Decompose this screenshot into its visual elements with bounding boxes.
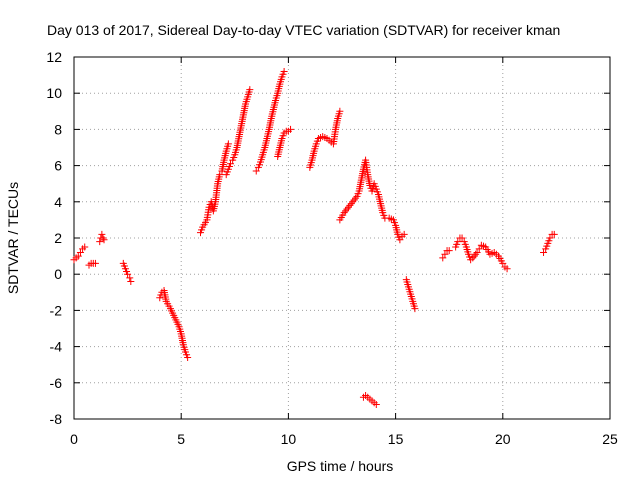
data-point: [439, 254, 447, 262]
data-point: [216, 171, 224, 179]
data-point: [550, 230, 558, 238]
y-tick-label: 12: [46, 49, 62, 65]
series-seg05: [156, 286, 192, 361]
y-tick-label: 2: [54, 230, 62, 246]
data-point: [224, 140, 232, 148]
series-seg10: [306, 107, 344, 171]
y-tick-label: -6: [50, 375, 63, 391]
y-tick-label: -4: [50, 339, 63, 355]
data-point: [372, 401, 380, 409]
data-point: [503, 265, 511, 273]
gridlines: [74, 57, 610, 419]
data-point: [127, 277, 135, 285]
y-tick-label: 0: [54, 266, 62, 282]
data-point: [287, 125, 295, 133]
series-seg16: [540, 230, 558, 256]
data-point: [99, 234, 107, 242]
y-axis-label: SDTVAR / TECUs: [5, 182, 21, 294]
series-seg12: [359, 391, 380, 409]
x-axis-label: GPS time / hours: [287, 458, 394, 474]
chart-title: Day 013 of 2017, Sidereal Day-to-day VTE…: [47, 22, 560, 38]
data-point: [76, 248, 84, 256]
data-point: [246, 86, 254, 94]
data-point: [340, 209, 348, 217]
data-point-fill: [347, 200, 355, 208]
series-seg11: [336, 156, 408, 244]
data-point: [400, 230, 408, 238]
data-point: [441, 250, 449, 258]
axis-ticks: [73, 56, 611, 420]
data-point: [100, 236, 108, 244]
data-point: [96, 238, 104, 246]
x-tick-label: 10: [281, 431, 297, 447]
y-tick-label: 10: [46, 85, 62, 101]
y-tick-label: 8: [54, 121, 62, 137]
data-point: [540, 248, 548, 256]
data-point: [336, 107, 344, 115]
series-seg07: [222, 86, 254, 179]
data-point-fill: [343, 205, 351, 213]
series-seg15: [452, 234, 511, 273]
y-tick-label: 4: [54, 194, 62, 210]
series-seg13: [402, 276, 419, 313]
data-point: [98, 230, 106, 238]
data-point: [252, 167, 260, 175]
series-seg14: [439, 247, 453, 262]
data-point: [454, 238, 462, 246]
data-point: [349, 198, 357, 206]
data-point: [344, 203, 352, 211]
data-point: [458, 234, 466, 242]
data-point: [475, 245, 483, 253]
series-seg01: [70, 243, 89, 264]
data-point: [396, 236, 404, 244]
x-tick-label: 0: [70, 431, 78, 447]
data-point: [473, 248, 481, 256]
series-seg04: [119, 259, 135, 285]
data-point: [469, 254, 477, 262]
x-tick-label: 20: [495, 431, 511, 447]
data-point-fill: [470, 252, 478, 260]
x-tick-label: 15: [388, 431, 404, 447]
data-point-fill: [346, 201, 354, 209]
tick-labels: 0 5 10 15 20 25 -8 -6 -4 -2 0 2 4 6 8 10 12: [46, 49, 618, 447]
data-point: [74, 252, 82, 260]
series-seg09: [274, 125, 295, 161]
data-point: [227, 160, 235, 168]
data-point-fill: [472, 250, 480, 258]
data-points: [70, 67, 558, 409]
y-tick-label: 6: [54, 158, 62, 174]
data-point-fill: [350, 196, 358, 204]
data-point: [184, 353, 192, 361]
series-seg08: [252, 67, 288, 175]
series-seg06: [196, 140, 232, 237]
series-seg02: [85, 259, 99, 269]
data-point-fill: [342, 207, 350, 215]
data-point: [445, 247, 453, 255]
x-tick-label: 5: [177, 431, 185, 447]
data-point: [499, 259, 507, 267]
y-tick-label: -8: [50, 411, 63, 427]
x-tick-label: 25: [602, 431, 618, 447]
series-seg03: [96, 230, 108, 246]
data-point: [546, 234, 554, 242]
data-point: [126, 274, 134, 282]
data-point: [81, 243, 89, 251]
data-point: [411, 305, 419, 313]
data-point-fill: [352, 194, 360, 202]
data-point: [91, 259, 99, 267]
data-point: [124, 270, 132, 278]
data-point: [280, 67, 288, 75]
y-tick-label: -2: [50, 302, 63, 318]
